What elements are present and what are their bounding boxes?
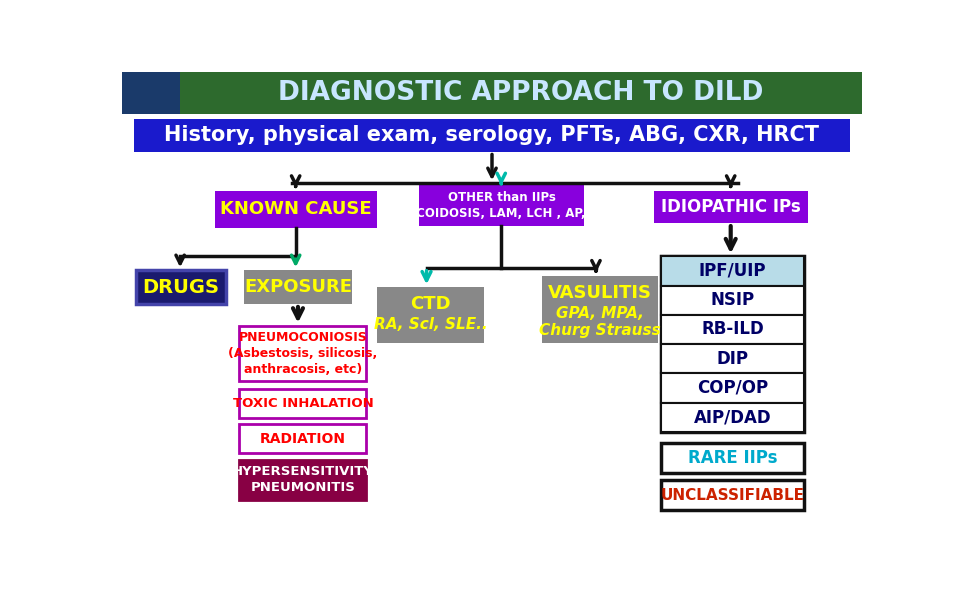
Text: RA, Scl, SLE..: RA, Scl, SLE.. (373, 316, 488, 331)
Text: DIP: DIP (716, 350, 749, 368)
FancyBboxPatch shape (239, 460, 367, 499)
Text: OTHER than IIPs
[SARCOIDOSIS, LAM, LCH , AP, etc.]: OTHER than IIPs [SARCOIDOSIS, LAM, LCH ,… (383, 191, 620, 220)
FancyBboxPatch shape (661, 480, 804, 510)
Text: DIAGNOSTIC APPROACH TO DILD: DIAGNOSTIC APPROACH TO DILD (278, 80, 763, 105)
FancyBboxPatch shape (239, 325, 367, 381)
FancyBboxPatch shape (661, 403, 804, 432)
FancyBboxPatch shape (215, 191, 376, 228)
Text: CTD: CTD (410, 295, 450, 313)
FancyBboxPatch shape (376, 287, 484, 343)
FancyBboxPatch shape (661, 344, 804, 373)
Text: IPF/UIP: IPF/UIP (699, 262, 766, 280)
Text: EXPOSURE: EXPOSURE (244, 278, 352, 296)
Text: PNEUMOCONIOSIS
(Asbestosis, silicosis,
anthracosis, etc): PNEUMOCONIOSIS (Asbestosis, silicosis, a… (228, 331, 377, 376)
FancyBboxPatch shape (244, 270, 352, 304)
Text: IDIOPATHIC IPs: IDIOPATHIC IPs (660, 198, 801, 216)
Text: NSIP: NSIP (710, 291, 755, 309)
FancyBboxPatch shape (661, 315, 804, 344)
FancyBboxPatch shape (136, 270, 226, 304)
Text: VASULITIS: VASULITIS (548, 284, 652, 302)
FancyBboxPatch shape (542, 275, 658, 343)
Text: UNCLASSIFIABLE: UNCLASSIFIABLE (660, 488, 804, 502)
FancyBboxPatch shape (239, 389, 367, 418)
Text: TOXIC INHALATION: TOXIC INHALATION (232, 397, 373, 410)
FancyBboxPatch shape (654, 191, 807, 224)
Text: DRUGS: DRUGS (142, 278, 220, 297)
FancyBboxPatch shape (239, 424, 367, 454)
Text: HYPERSENSITIVITY
PNEUMONITIS: HYPERSENSITIVITY PNEUMONITIS (232, 465, 373, 494)
Text: RADIATION: RADIATION (260, 432, 346, 446)
FancyBboxPatch shape (123, 72, 861, 114)
FancyBboxPatch shape (661, 373, 804, 403)
FancyBboxPatch shape (661, 285, 804, 315)
Text: History, physical exam, serology, PFTs, ABG, CXR, HRCT: History, physical exam, serology, PFTs, … (164, 125, 820, 145)
FancyBboxPatch shape (419, 185, 585, 225)
Text: AIP/DAD: AIP/DAD (694, 408, 772, 426)
FancyBboxPatch shape (123, 72, 180, 114)
FancyBboxPatch shape (661, 256, 804, 432)
Text: RB-ILD: RB-ILD (701, 321, 764, 339)
Text: GPA, MPA,
Churg Strauss: GPA, MPA, Churg Strauss (539, 306, 660, 338)
FancyBboxPatch shape (661, 443, 804, 473)
Text: COP/OP: COP/OP (697, 379, 768, 397)
Text: RARE IIPs: RARE IIPs (688, 449, 778, 467)
Text: KNOWN CAUSE: KNOWN CAUSE (220, 200, 372, 218)
FancyBboxPatch shape (661, 256, 804, 285)
FancyBboxPatch shape (134, 119, 850, 151)
